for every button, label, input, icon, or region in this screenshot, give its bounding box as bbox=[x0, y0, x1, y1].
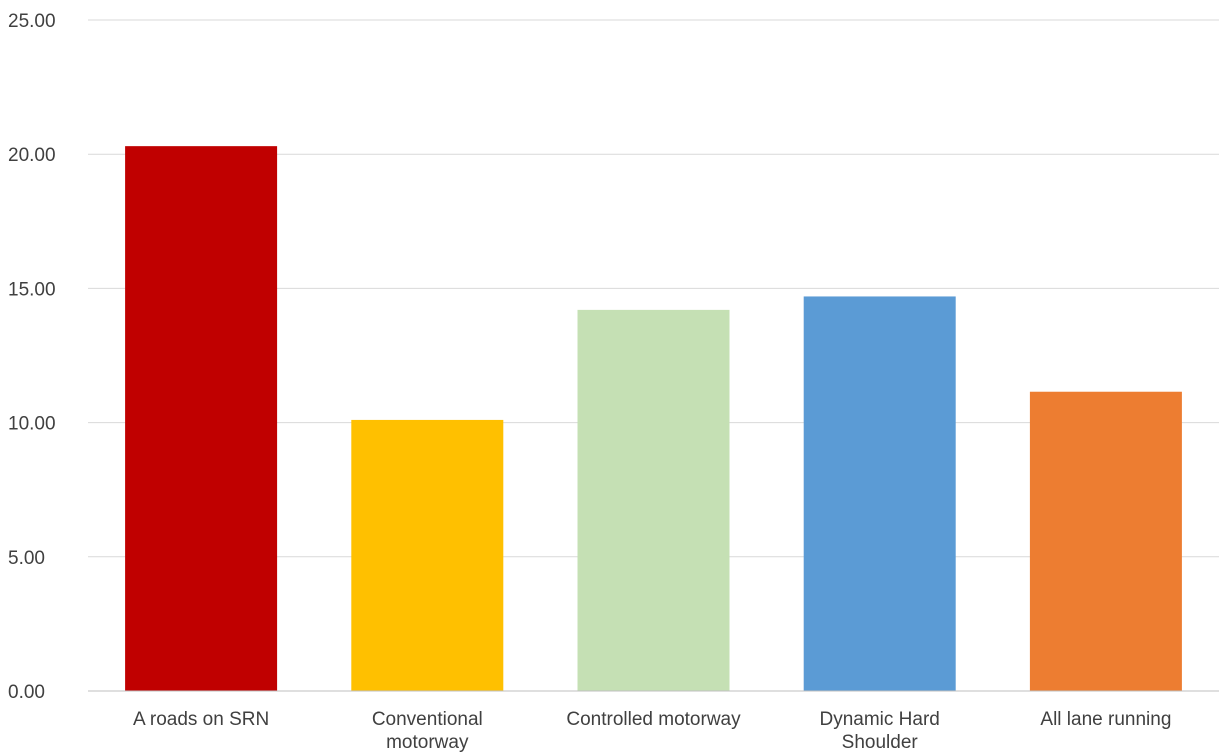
x-category-label-line: Controlled motorway bbox=[566, 709, 741, 730]
y-tick-label: 15.00 bbox=[8, 279, 56, 300]
x-category-label: All lane running bbox=[1040, 709, 1171, 730]
x-category-label-line: All lane running bbox=[1040, 709, 1171, 730]
x-category-label-line: Shoulder bbox=[842, 732, 919, 753]
x-category-label: Dynamic Hard Shoulder bbox=[820, 709, 940, 753]
bars bbox=[125, 146, 1182, 691]
bar bbox=[803, 296, 956, 691]
x-category-label-line: motorway bbox=[386, 732, 469, 753]
x-category-label: A roads on SRN bbox=[133, 709, 269, 730]
bar bbox=[351, 419, 504, 691]
y-tick-label: 5.00 bbox=[8, 548, 45, 569]
x-category-label-line: Conventional bbox=[372, 709, 483, 730]
x-category-label: Conventional motorway bbox=[372, 709, 483, 753]
y-axis-tick-labels: 0.00 5.00 10.00 15.00 20.00 25.00 bbox=[8, 11, 56, 703]
y-tick-label: 10.00 bbox=[8, 414, 56, 435]
y-tick-label: 25.00 bbox=[8, 11, 56, 32]
bar bbox=[125, 146, 278, 691]
bar bbox=[1029, 391, 1182, 691]
x-category-label-line: Dynamic Hard bbox=[820, 709, 940, 730]
x-axis-category-labels: A roads on SRN Conventional motorway Contro… bbox=[133, 709, 1171, 753]
bar bbox=[577, 309, 730, 691]
y-tick-label: 20.00 bbox=[8, 145, 56, 166]
x-category-label: Controlled motorway bbox=[566, 709, 741, 730]
x-category-label-line: A roads on SRN bbox=[133, 709, 269, 730]
y-tick-label: 0.00 bbox=[8, 682, 45, 703]
